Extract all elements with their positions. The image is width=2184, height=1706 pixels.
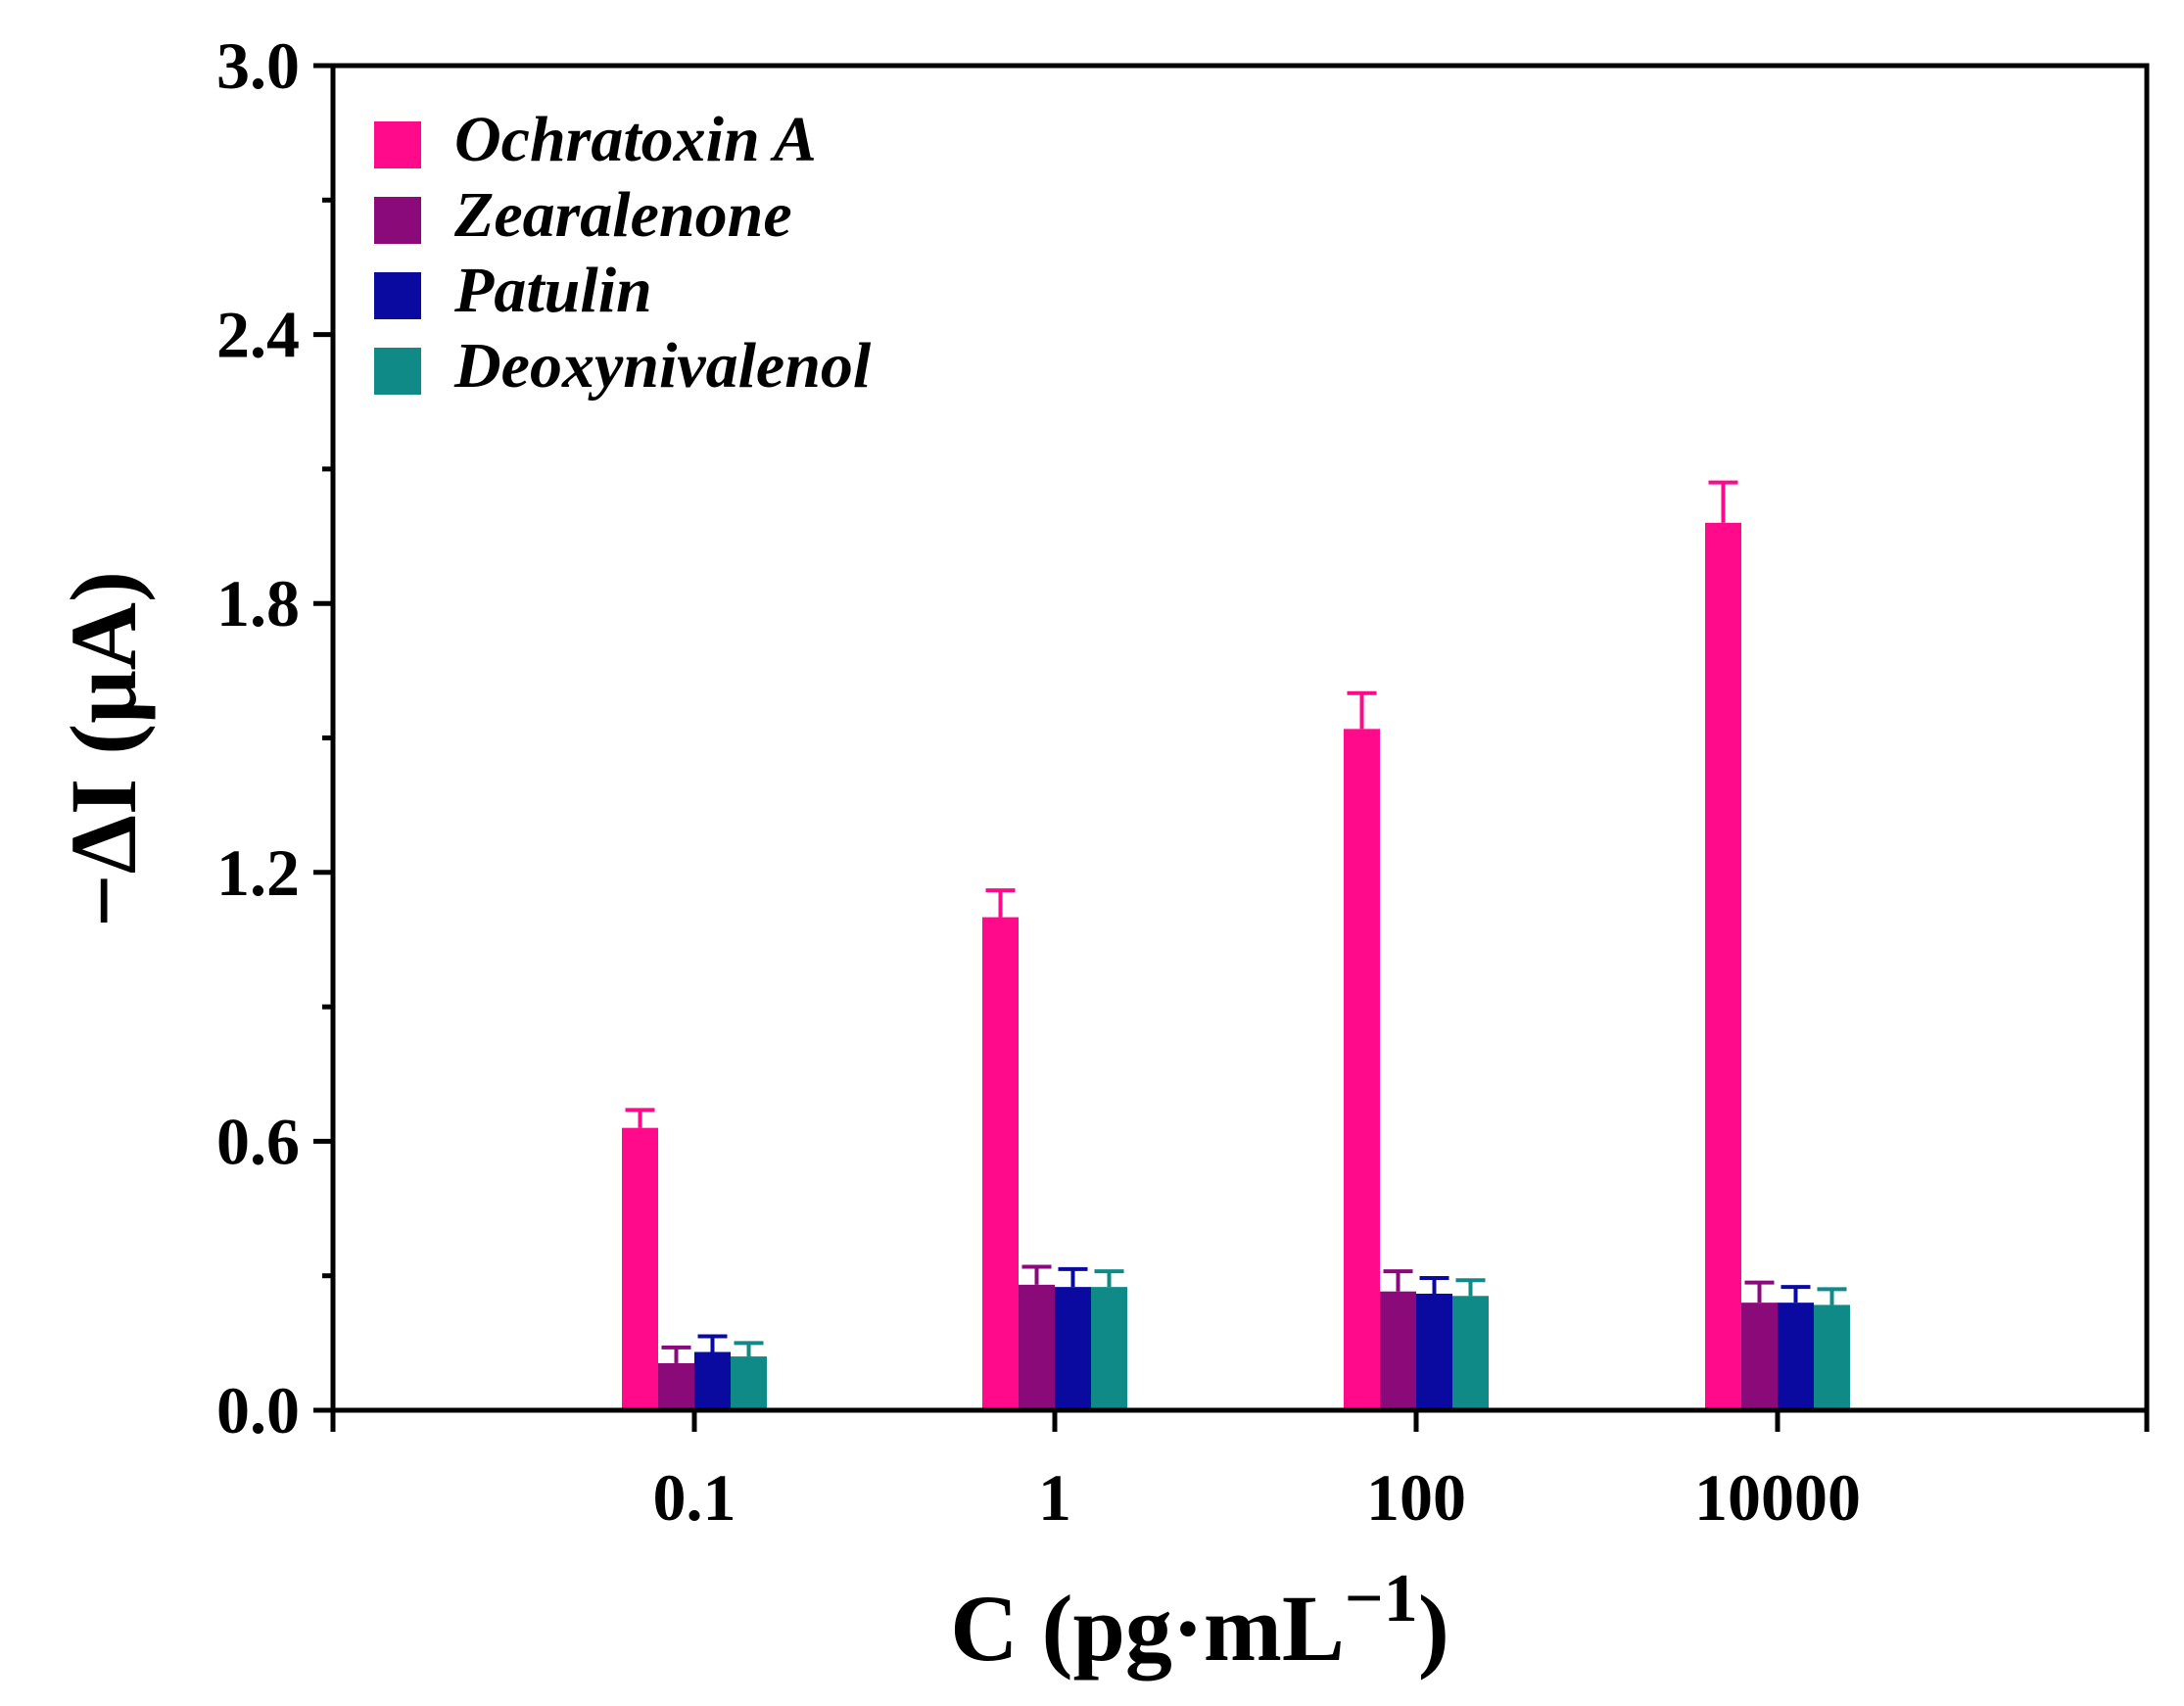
- x-axis-title-main: C (pg·mL: [950, 1576, 1345, 1681]
- bar-patulin-0.1: [694, 1351, 731, 1410]
- plot-area: [330, 63, 2150, 1413]
- bar-zearalenone-100: [1380, 1291, 1416, 1410]
- x-axis-title: C (pg·mL−1): [950, 1561, 1449, 1681]
- legend-label-deoxynivalenol: Deoxynivalenol: [453, 330, 872, 402]
- x-axis-title-superscript: −1: [1345, 1561, 1418, 1636]
- legend-label-patulin: Patulin: [453, 255, 652, 326]
- bar-zearalenone-1: [1019, 1284, 1055, 1410]
- x-axis: 0.1 1 100 10000: [330, 1410, 2150, 1535]
- legend-swatch-ochratoxin-a: [374, 121, 421, 168]
- bar-deoxynivalenol-10000: [1814, 1304, 1850, 1410]
- bar-deoxynivalenol-0.1: [731, 1356, 767, 1410]
- y-tick-label: 2.4: [216, 298, 300, 372]
- x-tick-label: 10000: [1694, 1460, 1861, 1535]
- legend: Ochratoxin AZearalenonePatulinDeoxynival…: [374, 104, 872, 402]
- bar-ochratoxin-a-1: [982, 917, 1019, 1410]
- bar-patulin-100: [1416, 1294, 1452, 1410]
- x-axis-title-close: ): [1418, 1576, 1449, 1681]
- legend-label-zearalenone: Zearalenone: [453, 179, 792, 251]
- bar-ochratoxin-a-0.1: [622, 1127, 658, 1410]
- bar-zearalenone-10000: [1741, 1303, 1778, 1410]
- x-tick-label: 0.1: [653, 1460, 736, 1535]
- bar-patulin-1: [1055, 1287, 1091, 1410]
- bar-ochratoxin-a-10000: [1705, 522, 1741, 1410]
- legend-swatch-deoxynivalenol: [374, 348, 421, 395]
- bar-deoxynivalenol-1: [1091, 1287, 1127, 1410]
- legend-swatch-zearalenone: [374, 197, 421, 244]
- x-tick-label: 1: [1038, 1460, 1071, 1535]
- bar-deoxynivalenol-100: [1452, 1296, 1489, 1410]
- x-tick-label: 100: [1366, 1460, 1466, 1535]
- legend-swatch-patulin: [374, 272, 421, 319]
- bar-zearalenone-0.1: [658, 1362, 694, 1410]
- y-tick-label: 3.0: [216, 28, 300, 103]
- y-tick-label: 0.0: [216, 1373, 300, 1447]
- y-tick-label: 1.8: [216, 566, 300, 640]
- legend-label-ochratoxin-a: Ochratoxin A: [454, 104, 817, 175]
- y-tick-label: 1.2: [216, 835, 300, 910]
- y-axis: 0.0 0.6 1.2 1.8 2.4 3.0: [216, 28, 333, 1447]
- bar-patulin-10000: [1778, 1303, 1814, 1410]
- y-axis-title: −ΔI (μA): [51, 571, 156, 927]
- bar-ochratoxin-a-100: [1344, 729, 1380, 1410]
- y-tick-label: 0.6: [216, 1104, 300, 1178]
